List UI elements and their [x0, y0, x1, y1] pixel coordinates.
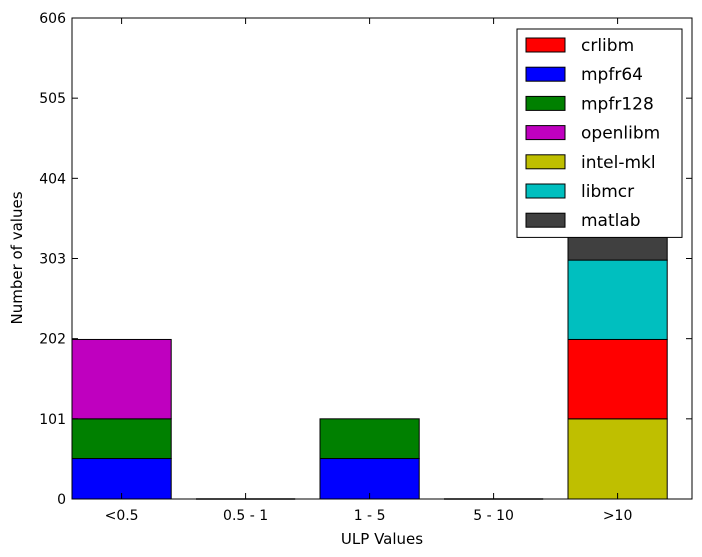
- legend-label-matlab: matlab: [581, 211, 641, 231]
- y-tick-label-4: 404: [39, 171, 66, 187]
- x-tick-label-4: >10: [603, 508, 633, 524]
- legend-label-mpfr64: mpfr64: [581, 65, 643, 85]
- x-tick-label-0: <0.5: [105, 508, 139, 524]
- y-tick-label-3: 303: [39, 252, 66, 268]
- bar-mpfr64-0: [71, 458, 172, 500]
- legend-label-mpfr128: mpfr128: [581, 94, 654, 114]
- bar-crlibm-4: [567, 338, 668, 420]
- x-tick-label-3: 5 - 10: [473, 508, 514, 524]
- x-axis: <0.5 0.5 - 1 1 - 5 5 - 10 >10: [105, 18, 633, 524]
- legend-swatch-libmcr: [525, 183, 566, 199]
- bar-mpfr64-2: [319, 458, 420, 500]
- legend: crlibm mpfr64 mpfr128 openlibm intel-mkl libm…: [516, 28, 683, 238]
- x-tick-label-2: 1 - 5: [354, 508, 386, 524]
- y-tick-label-2: 202: [39, 332, 66, 348]
- legend-label-openlibm: openlibm: [581, 124, 660, 144]
- legend-label-libmcr: libmcr: [581, 182, 634, 202]
- bar-mpfr128-2: [319, 418, 420, 460]
- legend-swatch-intel-mkl: [525, 154, 566, 170]
- bar-mpfr128-0: [71, 418, 172, 460]
- y-tick-label-6: 606: [39, 11, 66, 27]
- bar-openlibm-0: [71, 338, 172, 420]
- legend-swatch-mpfr128: [525, 95, 566, 111]
- legend-swatch-mpfr64: [525, 66, 566, 82]
- bar-intel-mkl-4: [567, 418, 668, 500]
- legend-label-crlibm: crlibm: [581, 36, 634, 56]
- x-tick-label-1: 0.5 - 1: [223, 508, 268, 524]
- y-tick-label-5: 505: [39, 91, 66, 107]
- legend-swatch-crlibm: [525, 37, 566, 53]
- y-tick-label-0: 0: [57, 492, 66, 508]
- x-axis-label: ULP Values: [341, 530, 423, 548]
- legend-swatch-matlab: [525, 212, 566, 228]
- y-tick-label-1: 101: [39, 412, 66, 428]
- legend-swatch-openlibm: [525, 125, 566, 141]
- y-axis: 0 101 202 303 404 505 606: [39, 11, 692, 508]
- legend-label-intel-mkl: intel-mkl: [581, 153, 656, 173]
- bar-libmcr-4: [567, 259, 668, 340]
- y-axis-label: Number of values: [8, 191, 26, 324]
